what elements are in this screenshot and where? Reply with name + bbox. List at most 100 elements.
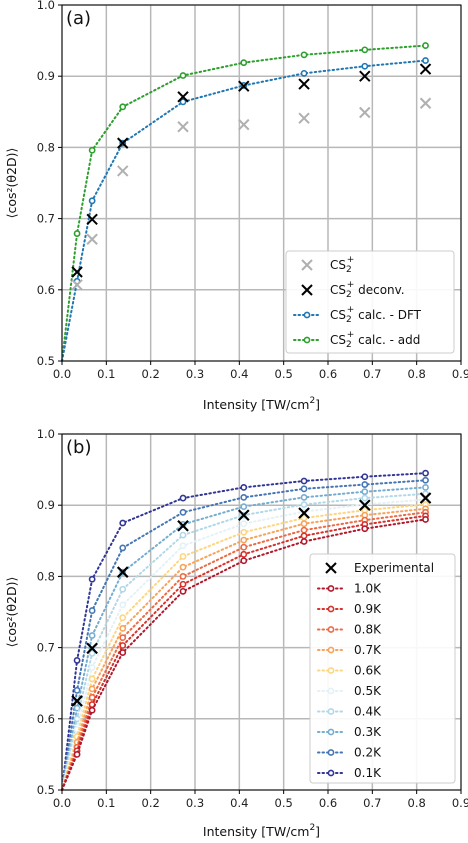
data-point [240,520,248,528]
data-point [240,59,248,67]
x-tick-label: 0.5 [275,367,293,381]
data-point [73,751,81,758]
data-point [71,279,83,291]
panel-label: (b) [66,437,91,458]
data-point [88,706,96,714]
x-axis-label: Intensity [TW/cm2] [203,823,320,839]
data-point [88,664,96,671]
data-point [422,469,429,477]
legend-marker [327,749,335,756]
legend-label: Experimental [354,561,434,575]
legend-marker [327,708,335,715]
data-point [240,493,248,501]
data-point [179,494,187,502]
data-point [422,476,429,484]
data-point [419,63,432,75]
data-point [240,528,248,536]
x-tick-label: 0.8 [408,367,426,381]
data-point [88,146,96,154]
data-point [179,553,187,560]
x-tick-label: 0.2 [142,367,160,381]
legend-marker [327,728,335,736]
y-axis-label: ⟨cos²(θ2D)⟩ [4,148,19,219]
series-2 [61,512,429,791]
data-point [240,543,248,551]
y-tick-label: 0.6 [37,283,55,297]
data-point [300,477,308,485]
series-2 [61,57,429,362]
chart-panel-b: 0.0 0.1 0.2 0.3 0.4 0.5 0.6 0.7 0.8 0.9 0.5 0.6 0.7 0… [4,427,468,839]
legend-label: 0.7K [354,643,382,657]
data-point [300,532,308,540]
data-point [119,634,127,642]
data-point [419,97,432,109]
data-point [240,483,248,491]
legend-marker [301,259,313,271]
data-point [119,103,127,111]
data-point [300,538,308,545]
legend-label: CS2+ calc. - add [330,330,420,350]
y-tick-label: 0.5 [37,354,55,368]
legend-item: CS2+ [301,255,354,275]
y-tick-label: 0.6 [37,712,55,726]
legend-label: CS2+ [330,255,354,275]
data-point [86,213,98,226]
data-point [179,573,187,580]
experimental-overlay [71,492,432,707]
data-point [73,657,81,664]
data-point [298,112,310,124]
legend-item: 0.8K [317,623,382,637]
data-point [119,642,127,649]
y-tick-label: 0.5 [37,783,55,797]
plot-frame [61,433,462,791]
series-9 [61,476,429,791]
legend-item: 1.0K [317,582,382,596]
legend-item: 0.4K [317,705,382,719]
data-point [422,483,429,491]
data-point [73,686,81,694]
data-point [179,580,187,588]
data-point [88,632,96,639]
y-tick-label: 0.7 [37,212,55,226]
data-point [298,78,310,90]
legend-box [285,250,455,354]
panel-label: (a) [66,8,91,29]
data-point [119,601,127,609]
y-tick-label: 0.8 [37,140,55,154]
data-point [298,507,310,519]
data-point [300,520,308,528]
data-point [238,509,250,521]
x-tick-label: 0.4 [230,796,248,810]
data-point [71,695,83,707]
data-point [300,501,308,508]
x-tick-label: 0.0 [53,367,71,381]
data-point [88,575,96,583]
y-tick-label: 0.9 [37,69,55,83]
data-point [422,57,429,64]
legend-label: 0.5K [354,684,382,698]
legend-label: 0.8K [354,623,382,637]
legend-label: 0.6K [354,664,382,678]
data-point [361,46,369,54]
series-0 [71,97,432,291]
data-point [88,649,96,657]
data-point [359,70,371,82]
x-tick-label: 0.1 [97,367,115,381]
x-tick-label: 0.4 [230,367,248,381]
legend-item: 0.2K [317,746,382,760]
data-point [240,550,248,558]
legend-item: Experimental [325,561,434,575]
data-point [361,481,369,488]
legend-marker [325,562,337,574]
data-point [86,233,98,245]
x-tick-label: 0.8 [408,796,426,810]
legend: Experimental 1.0K 0.9K 0.8K 0.7K 0.6K 0.5K 0.4K… [309,553,456,784]
legend-label: 0.4K [354,705,382,719]
legend-marker [303,336,311,344]
data-point [359,106,371,119]
legend-marker [327,687,335,695]
series-line [61,507,427,791]
data-point [361,473,369,481]
legend-item: 0.7K [317,643,382,657]
